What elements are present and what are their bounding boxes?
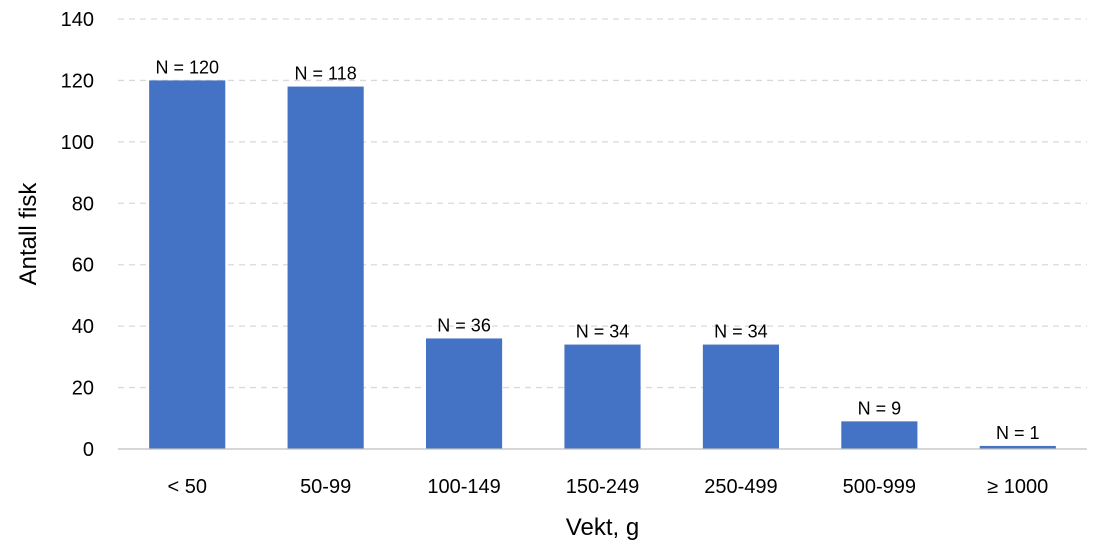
x-tick-label: 500-999 (843, 476, 916, 498)
data-label: N = 118 (295, 64, 357, 84)
y-tick-label: 140 (61, 9, 94, 31)
data-label: N = 9 (858, 398, 902, 418)
x-tick-label: 150-249 (566, 476, 639, 498)
data-labels: N = 120 N = 118 N = 36 N = 34 N = 34 N = 9 N =… (155, 57, 1040, 443)
bar (426, 338, 503, 449)
bar (149, 80, 226, 449)
bar (564, 344, 641, 449)
x-tick-label: 50-99 (300, 476, 351, 498)
x-axis-ticks: < 50 50-99 100-149 150-249 250-499 500-999 ≥ 1… (167, 476, 1048, 498)
bars (149, 80, 1056, 450)
bar (841, 421, 918, 449)
data-label: N = 1 (996, 423, 1040, 443)
data-label: N = 120 (155, 57, 219, 77)
gridlines (118, 18, 1087, 389)
y-tick-label: 120 (61, 70, 94, 92)
data-label: N = 34 (714, 322, 768, 342)
y-tick-label: 40 (72, 316, 94, 338)
x-tick-label: < 50 (167, 476, 206, 498)
x-axis-title: Vekt, g (566, 514, 639, 541)
x-tick-label: 250-499 (704, 476, 777, 498)
bar (702, 344, 779, 449)
y-tick-label: 0 (83, 439, 94, 461)
y-tick-label: 20 (72, 378, 94, 400)
data-label: N = 34 (576, 322, 630, 342)
y-axis-ticks: 0 20 40 60 80 100 120 140 (61, 9, 94, 461)
data-label: N = 36 (437, 315, 491, 335)
y-axis-title: Antall fisk (15, 182, 42, 286)
y-tick-label: 80 (72, 193, 94, 215)
y-tick-label: 100 (61, 132, 94, 154)
bar (979, 445, 1056, 449)
bar (287, 86, 364, 450)
x-tick-label: ≥ 1000 (987, 476, 1048, 498)
y-tick-label: 60 (72, 255, 94, 277)
x-tick-label: 100-149 (427, 476, 500, 498)
